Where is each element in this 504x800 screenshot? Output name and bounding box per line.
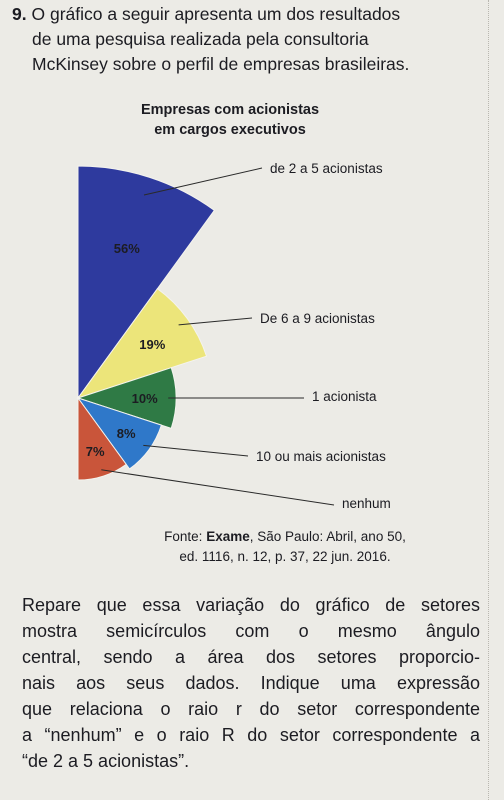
- body-line-7: “de 2 a 5 acionistas”.: [22, 751, 190, 771]
- body-line-6: a “nenhum” e o raio R do setor correspon…: [22, 725, 480, 745]
- sector-1: [77, 165, 216, 400]
- sector-4: [76, 397, 163, 470]
- source-prefix: Fonte:: [164, 529, 207, 544]
- question-statement: 9. O gráfico a seguir apresenta um dos r…: [12, 2, 482, 77]
- chart-title: Empresas com acionistas em cargos execut…: [130, 100, 330, 140]
- sector-chart: 56% de 2 a 5 acionistas 19% De 6 a 9 acioni…: [76, 161, 391, 511]
- source-publication: Exame: [206, 529, 250, 544]
- sector-category-label: de 2 a 5 acionistas: [270, 161, 383, 176]
- body-line-5: que relaciona o raio r do setor correspo…: [22, 699, 480, 719]
- question-line-3: McKinsey sobre o perfil de empresas bras…: [32, 54, 410, 74]
- source-rest: , São Paulo: Abril, ano 50,: [249, 529, 406, 544]
- body-line-3: central, sendo a área dos setores propor…: [22, 647, 480, 667]
- leader-line: [143, 444, 249, 457]
- question-line-1: 9. O gráfico a seguir apresenta um dos r…: [12, 2, 482, 27]
- sector-category-label: 10 ou mais acionistas: [256, 449, 386, 464]
- question-line-2: de uma pesquisa realizada pela consultor…: [32, 29, 369, 49]
- sector-2: [76, 287, 208, 399]
- sector-value-label: 8%: [117, 426, 136, 441]
- leader-line: [178, 317, 253, 326]
- chart-title-line-2: em cargos executivos: [154, 122, 306, 138]
- sector-value-label: 10%: [132, 391, 158, 406]
- sector-category-label: nenhum: [342, 496, 391, 511]
- question-number: 9.: [12, 4, 27, 24]
- body-line-1: Repare que essa variação do gráfico de s…: [22, 595, 480, 615]
- margin-rule: [488, 0, 489, 800]
- sector-category-label: De 6 a 9 acionistas: [260, 311, 375, 326]
- sector-5: [77, 396, 127, 481]
- leader-line: [101, 469, 335, 506]
- chart-source: Fonte: Exame, São Paulo: Abril, ano 50, …: [120, 527, 450, 567]
- source-line-2: ed. 1116, n. 12, p. 37, 22 jun. 2016.: [179, 549, 391, 564]
- question-body: Repare que essa variação do gráfico de s…: [22, 592, 480, 774]
- sector-category-label: 1 acionista: [312, 389, 377, 404]
- sector-value-label: 56%: [114, 241, 140, 256]
- chart-title-line-1: Empresas com acionistas: [140, 102, 320, 118]
- leader-line: [143, 167, 263, 196]
- sector-value-label: 19%: [139, 337, 165, 352]
- question-text-1: O gráfico a seguir apresenta um dos resu…: [31, 4, 401, 24]
- body-line-2: mostra semicírculos com o mesmo ângulo: [22, 621, 480, 641]
- sector-value-label: 7%: [86, 444, 105, 459]
- body-line-4: nais aos seus dados. Indique uma express…: [22, 673, 480, 693]
